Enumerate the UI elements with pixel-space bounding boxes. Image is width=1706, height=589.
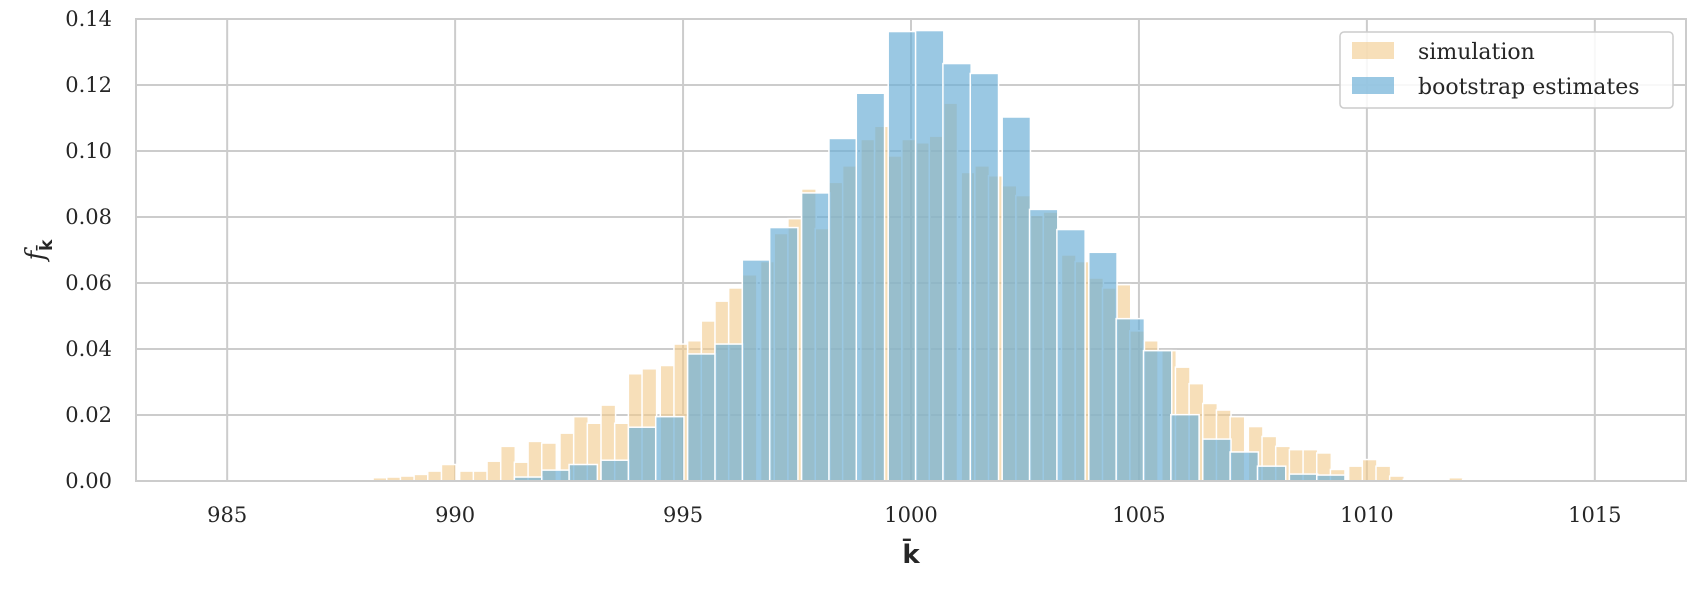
- histogram-bar: [914, 29, 945, 482]
- y-tick-label: 0.04: [65, 337, 112, 361]
- histogram-bar: [686, 353, 717, 482]
- histogram-bar: [472, 470, 489, 482]
- x-tick-labels: 985 990 995 1000 1005 1010 1015: [207, 503, 1621, 527]
- histogram-bar: [654, 415, 685, 482]
- histogram-bar: [1288, 473, 1319, 482]
- histogram-bar: [540, 469, 571, 482]
- y-tick-label: 0.10: [65, 139, 112, 163]
- histogram-bar: [741, 259, 772, 482]
- histogram-bar: [600, 459, 631, 482]
- histogram-bar: [440, 463, 457, 482]
- histogram-bar: [486, 460, 503, 482]
- x-tick-label: 1000: [884, 503, 937, 527]
- x-axis-label: k̄: [902, 537, 920, 570]
- histogram-bar: [1056, 228, 1086, 482]
- bars: [313, 29, 1533, 482]
- y-tick-label: 0.12: [65, 73, 112, 97]
- histogram-bar: [1170, 413, 1200, 482]
- y-tick-label: 0.14: [65, 7, 112, 31]
- y-tick-label: 0.00: [65, 469, 112, 493]
- y-tick-label: 0.06: [65, 271, 112, 295]
- histogram-bar: [887, 30, 918, 482]
- histogram-bar: [1361, 458, 1378, 482]
- histogram-bar: [627, 426, 658, 482]
- svg-text:fk̄: fk̄: [21, 239, 57, 263]
- y-tick-label: 0.08: [65, 205, 112, 229]
- histogram-bar: [969, 72, 1000, 482]
- y-axis-label: fk̄: [21, 239, 57, 263]
- histogram-bar: [1115, 317, 1146, 482]
- histogram-bar: [1256, 465, 1287, 482]
- histogram-bar: [1375, 465, 1392, 482]
- histogram-bar: [527, 440, 544, 482]
- histogram-bar: [427, 470, 444, 482]
- x-tick-label: 995: [663, 503, 703, 527]
- histogram-bar: [1142, 349, 1173, 482]
- histogram-bar: [942, 62, 972, 482]
- x-tick-label: 990: [435, 503, 475, 527]
- legend-box: [1339, 31, 1674, 109]
- histogram-bar: [1088, 251, 1118, 482]
- histogram-bar: [1001, 116, 1032, 482]
- histogram-bar: [800, 192, 831, 482]
- legend-label-bootstrap-estimates: bootstrap estimates: [1418, 75, 1640, 100]
- x-tick-label: 1005: [1112, 503, 1165, 527]
- series-bootstrap-estimates: [513, 29, 1346, 482]
- histogram-bar: [1347, 465, 1364, 482]
- plot-frame: [135, 18, 1687, 482]
- legend-swatch-simulation: [1352, 42, 1394, 59]
- legend: simulation bootstrap estimates: [1339, 31, 1674, 109]
- histogram-bar: [458, 470, 476, 482]
- histogram-bar: [499, 445, 517, 482]
- y-axis-label-sub: k̄: [35, 239, 57, 251]
- histogram-bar: [714, 343, 744, 482]
- histogram-bar: [1028, 208, 1059, 482]
- histogram-bar: [1202, 438, 1232, 482]
- y-tick-labels: 0.00 0.02 0.04 0.06 0.08 0.10 0.12 0.14: [65, 7, 112, 493]
- legend-label-simulation: simulation: [1418, 40, 1535, 65]
- histogram-bar: [768, 226, 799, 482]
- x-tick-label: 1015: [1568, 503, 1621, 527]
- y-tick-label: 0.02: [65, 403, 112, 427]
- legend-swatch-bootstrap-estimates: [1352, 77, 1394, 94]
- histogram-bar: [1229, 451, 1260, 482]
- histogram-bar: [568, 463, 599, 482]
- x-tick-label: 985: [207, 503, 247, 527]
- histogram-bar: [828, 137, 858, 482]
- x-tick-label: 1010: [1340, 503, 1393, 527]
- histogram-bar: [855, 92, 886, 482]
